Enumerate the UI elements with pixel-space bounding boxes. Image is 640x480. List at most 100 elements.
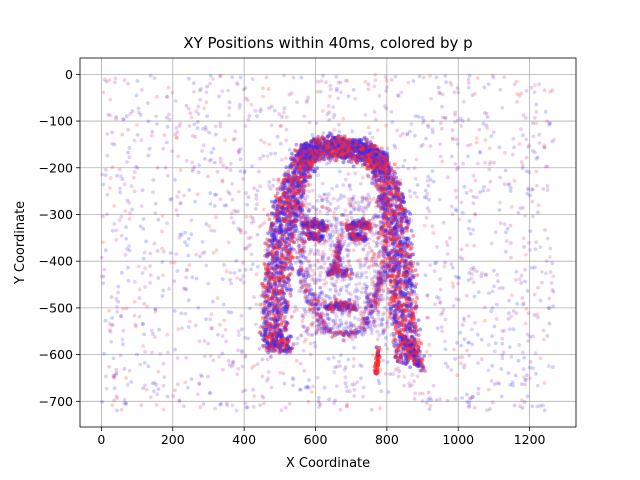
data-point	[402, 375, 407, 379]
data-point	[149, 133, 154, 138]
data-point	[297, 177, 302, 181]
data-point	[252, 394, 257, 398]
data-point	[264, 345, 269, 350]
data-point	[224, 203, 229, 208]
data-point	[259, 223, 264, 227]
data-point	[524, 137, 529, 142]
data-point	[467, 81, 471, 85]
data-point	[269, 212, 274, 216]
data-point	[542, 143, 546, 148]
data-point	[375, 186, 380, 191]
data-point	[482, 85, 487, 90]
data-point	[394, 213, 399, 218]
data-point	[100, 214, 105, 219]
data-point	[290, 166, 295, 171]
data-point	[195, 126, 200, 130]
data-point	[365, 173, 370, 177]
data-point	[411, 234, 416, 238]
data-point	[433, 261, 437, 266]
data-point	[322, 238, 327, 243]
data-point	[528, 359, 533, 364]
data-point	[535, 404, 540, 409]
data-point	[265, 253, 270, 258]
data-point	[468, 396, 473, 400]
data-point	[265, 378, 269, 383]
data-point	[316, 395, 321, 400]
data-point	[279, 292, 284, 297]
data-point	[422, 354, 427, 358]
data-point	[410, 283, 415, 288]
data-point	[346, 172, 351, 176]
data-point	[103, 318, 108, 323]
data-point	[286, 227, 291, 231]
data-point	[261, 154, 266, 158]
data-point	[384, 106, 389, 111]
data-point	[443, 116, 448, 121]
data-point	[328, 94, 332, 99]
data-point	[322, 304, 327, 309]
data-point	[108, 113, 113, 118]
data-point	[466, 154, 470, 159]
data-point	[341, 183, 346, 188]
data-point	[282, 186, 287, 191]
data-point	[265, 237, 270, 242]
data-point	[261, 308, 266, 313]
data-point	[430, 127, 435, 132]
data-point	[469, 276, 474, 281]
data-point	[450, 136, 455, 141]
data-point	[270, 104, 274, 109]
data-point	[385, 347, 390, 351]
data-point	[305, 98, 310, 103]
data-point	[265, 325, 269, 330]
data-point	[175, 213, 180, 218]
data-point	[112, 373, 117, 378]
data-point	[525, 192, 530, 196]
data-point	[220, 334, 225, 338]
data-point	[413, 357, 418, 362]
data-point	[199, 87, 203, 91]
data-point	[404, 263, 408, 267]
data-point	[509, 314, 514, 319]
data-point	[150, 129, 155, 134]
data-point	[136, 264, 141, 269]
data-point	[143, 383, 148, 388]
data-point	[395, 128, 400, 133]
data-point	[288, 334, 293, 339]
data-point	[249, 235, 253, 240]
data-point	[215, 169, 220, 174]
data-point	[391, 372, 395, 376]
data-point	[288, 182, 292, 187]
data-point	[228, 161, 233, 166]
data-point	[259, 332, 264, 337]
data-point	[338, 80, 343, 85]
data-point	[144, 239, 149, 244]
data-point	[416, 114, 421, 119]
data-point	[308, 352, 313, 357]
data-point	[220, 89, 225, 93]
data-point	[226, 359, 231, 363]
data-point	[393, 190, 397, 195]
data-point	[298, 387, 303, 392]
data-point	[315, 166, 320, 171]
grid	[80, 58, 576, 427]
data-point	[411, 321, 415, 325]
data-point	[400, 242, 405, 247]
data-point	[267, 106, 272, 111]
data-point	[286, 174, 291, 179]
data-point	[210, 326, 215, 331]
data-point	[120, 177, 125, 182]
data-point	[460, 396, 464, 400]
data-point	[516, 358, 521, 363]
data-point	[269, 251, 273, 256]
data-point	[244, 214, 249, 219]
data-point	[355, 273, 359, 278]
data-point	[140, 271, 145, 275]
data-point	[108, 329, 113, 334]
data-point	[345, 79, 350, 83]
data-point	[287, 165, 292, 170]
data-point	[148, 251, 153, 256]
data-point	[362, 327, 366, 332]
data-point	[453, 207, 458, 212]
data-point	[394, 214, 399, 219]
data-point	[137, 314, 142, 319]
